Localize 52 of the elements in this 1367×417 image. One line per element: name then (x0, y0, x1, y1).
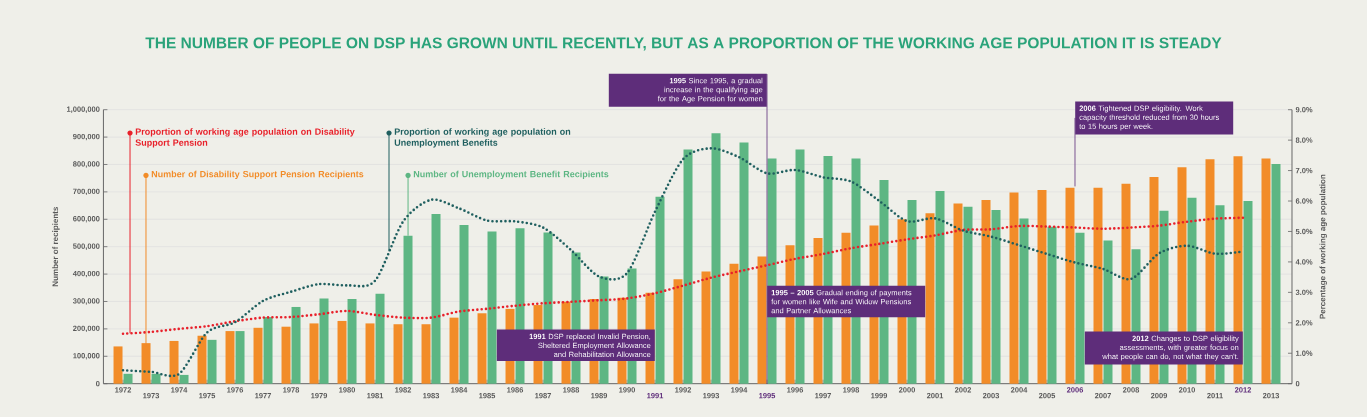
bar (347, 299, 357, 384)
bar (1243, 200, 1253, 384)
legend-label: Proportion of working age population on Unemployment Benefits (394, 128, 571, 148)
y-axis-title: Number of recipients (52, 207, 60, 287)
bar (925, 213, 935, 384)
bar (1065, 187, 1075, 384)
bar (319, 298, 329, 384)
bar (1271, 163, 1281, 384)
bar (729, 263, 739, 384)
bar (449, 317, 459, 384)
bar (225, 331, 235, 384)
bar (655, 196, 665, 384)
bar (263, 317, 273, 384)
bar (375, 293, 385, 384)
legend-label: Number of Unemployment Benefit Recipients (413, 170, 609, 180)
bar (935, 191, 945, 384)
bar (179, 374, 189, 384)
bar (207, 339, 217, 384)
bar (459, 225, 469, 384)
bar (169, 340, 179, 384)
bar (1075, 232, 1085, 384)
bar (1019, 218, 1029, 384)
bar (337, 320, 347, 384)
bar (1261, 158, 1271, 384)
bar (981, 200, 991, 384)
bar (281, 326, 291, 384)
bar (1037, 189, 1047, 384)
bar (365, 323, 375, 384)
bar (953, 203, 963, 384)
bar (431, 214, 441, 384)
bar (711, 133, 721, 384)
legend-label: Proportion of working age population on Disability Support Pension (135, 128, 355, 148)
chart-title: THE NUMBER OF PEOPLE ON DSP HAS GROWN UNTIL RECENTLY, BUT AS A PROPORTION OF THE WORKING AGE POPULATION IT IS STEADY (145, 37, 1222, 51)
bar (123, 373, 133, 384)
bar (197, 335, 207, 384)
bar (235, 331, 245, 384)
bar (477, 313, 487, 384)
bar (253, 327, 263, 384)
bar (113, 346, 123, 384)
bar (309, 323, 319, 384)
bar (393, 324, 403, 384)
bar (291, 306, 301, 384)
bar (739, 142, 749, 384)
bar (701, 271, 711, 384)
bar (421, 324, 431, 384)
bar (151, 373, 161, 384)
bar (673, 279, 683, 384)
y2-axis-title: Percentage of working age population (1319, 174, 1327, 319)
bar (963, 206, 973, 384)
bar (683, 149, 693, 384)
legend-label: Number of Disability Support Pension Recipients (151, 170, 364, 180)
bar (487, 231, 497, 384)
